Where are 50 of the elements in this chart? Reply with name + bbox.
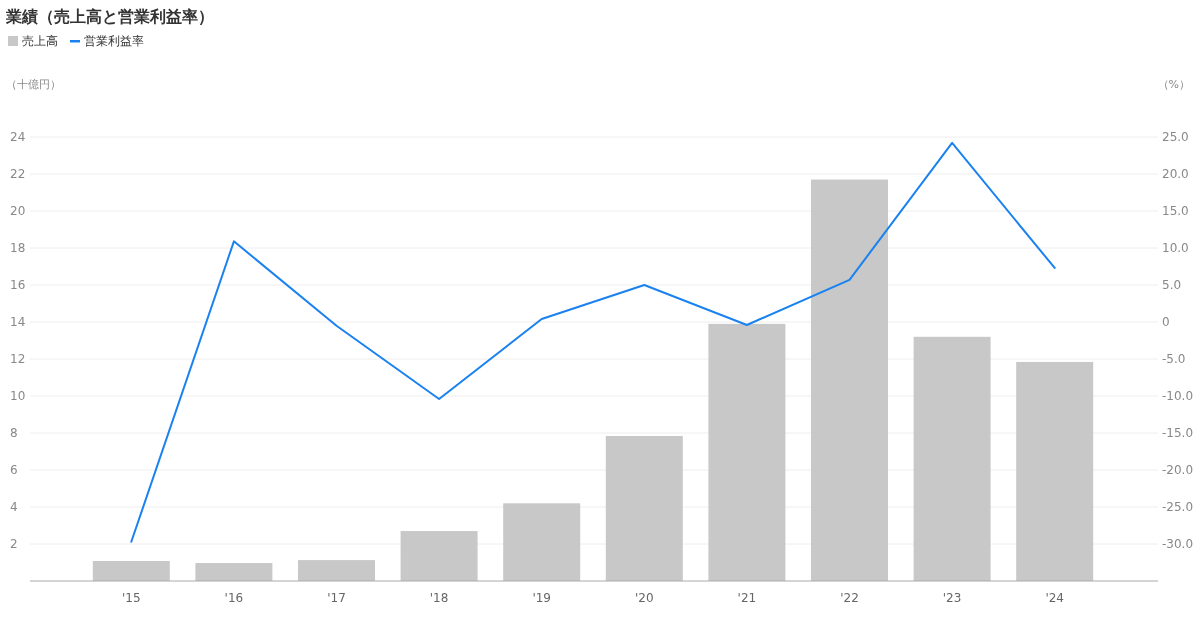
bar	[503, 503, 581, 581]
chart-title: 業績（売上高と営業利益率）	[5, 7, 214, 26]
x-tick-label: '21	[737, 591, 757, 605]
y2-tick-label: 15.0	[1162, 204, 1189, 218]
y-tick-label: 2	[10, 537, 18, 551]
y2-tick-label: 20.0	[1162, 167, 1189, 181]
y2-tick-label: -25.0	[1162, 500, 1194, 514]
bar	[195, 563, 273, 581]
line-series	[130, 141, 1056, 543]
y-tick-label: 8	[10, 426, 18, 440]
y2-tick-label: 0	[1162, 315, 1170, 329]
x-tick-label: '23	[942, 591, 962, 605]
y2-tick-label: 10.0	[1162, 241, 1189, 255]
y2-tick-label: 25.0	[1162, 130, 1189, 144]
bar	[811, 179, 888, 581]
y-tick-label: 10	[10, 389, 26, 403]
x-tick-label: '19	[532, 591, 551, 605]
legend-label: 営業利益率	[84, 34, 144, 48]
y-tick-label: 6	[10, 463, 18, 477]
bar	[1016, 361, 1094, 581]
x-tick-label: '15	[122, 591, 141, 605]
x-tick-label: '22	[840, 591, 859, 605]
x-tick-label: '16	[224, 591, 244, 605]
bar	[400, 531, 478, 581]
x-tick-label: '20	[635, 591, 654, 605]
bar	[913, 336, 991, 581]
y2-tick-label: -20.0	[1162, 463, 1194, 477]
x-tick-label: '17	[327, 591, 346, 605]
y-tick-label: 18	[10, 241, 26, 255]
bar	[92, 561, 170, 581]
x-tick-label: '18	[429, 591, 449, 605]
y-tick-label: 24	[10, 130, 26, 144]
y2-tick-label: -5.0	[1162, 352, 1186, 366]
y-axis-title: （十億円）	[6, 78, 61, 91]
y-tick-label: 22	[10, 167, 26, 181]
y-tick-label: 16	[10, 278, 26, 292]
y-tick-label: 12	[10, 352, 26, 366]
x-tick-label: '24	[1045, 591, 1064, 605]
y-tick-label: 20	[10, 204, 26, 218]
legend-label: 売上高	[22, 34, 58, 48]
bar	[298, 560, 375, 581]
y2-tick-label: -15.0	[1162, 426, 1194, 440]
y-tick-label: 14	[10, 315, 26, 329]
y2-tick-label: 5.0	[1162, 278, 1182, 292]
bar	[605, 435, 683, 581]
bar	[708, 323, 786, 581]
y2-tick-label: -30.0	[1162, 537, 1194, 551]
y2-axis-title: （%）	[1157, 78, 1190, 91]
y2-tick-label: -10.0	[1162, 389, 1194, 403]
y-tick-label: 4	[10, 500, 18, 514]
